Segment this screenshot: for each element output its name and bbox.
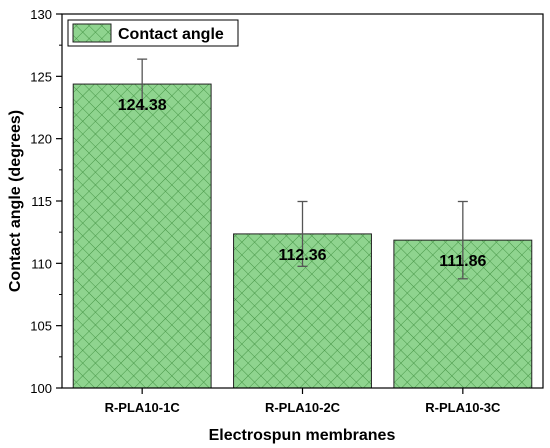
x-axis-title: Electrospun membranes xyxy=(209,427,396,444)
data-label: 112.36 xyxy=(278,247,326,264)
error-bar xyxy=(297,200,308,267)
y-tick-label: 120 xyxy=(30,132,52,147)
legend-swatch xyxy=(72,23,112,43)
error-bar xyxy=(137,58,148,110)
y-tick-label: 125 xyxy=(30,69,52,84)
y-tick-label: 130 xyxy=(30,7,52,22)
bar xyxy=(72,83,212,389)
data-labels-layer: 124.38 112.36 111.86 xyxy=(118,97,487,270)
error-bar xyxy=(457,200,468,280)
legend: Contact angle xyxy=(67,19,239,47)
data-label: 111.86 xyxy=(439,253,486,270)
data-label: 124.38 xyxy=(118,97,167,114)
x-axis-ticks: R-PLA10-1C R-PLA10-2C R-PLA10-3C xyxy=(105,388,501,415)
y-tick-label: 115 xyxy=(31,194,52,209)
x-tick-label: R-PLA10-1C xyxy=(105,400,181,415)
y-tick-label: 100 xyxy=(30,381,52,396)
y-tick-label: 105 xyxy=(30,319,52,334)
legend-label: Contact angle xyxy=(118,26,224,43)
y-axis-title: Contact angle (degrees) xyxy=(7,110,24,292)
y-axis-ticks: 100 105 110 115 120 125 130 xyxy=(30,7,62,396)
y-tick-label: 110 xyxy=(31,256,52,271)
x-tick-label: R-PLA10-2C xyxy=(265,400,341,415)
x-tick-label: R-PLA10-3C xyxy=(425,400,501,415)
error-bars-layer xyxy=(137,58,468,280)
